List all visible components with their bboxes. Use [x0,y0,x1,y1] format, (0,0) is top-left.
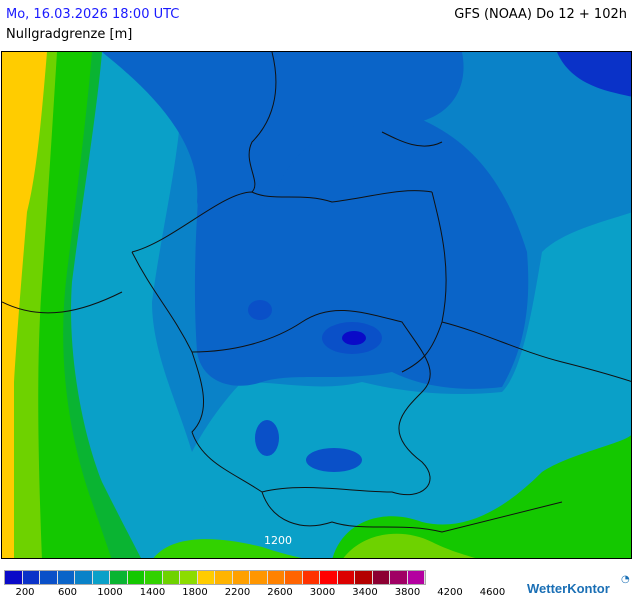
legend-swatch [162,571,180,584]
legend-swatch [110,571,128,584]
legend-swatch [197,571,215,584]
legend-swatch [250,571,268,584]
legend-swatch [407,571,425,584]
model-run: GFS (NOAA) Do 12 + 102h [454,7,627,22]
isoline-label: 1200 [264,534,292,547]
region-400-northeast [557,52,631,97]
region-2200 [2,52,47,558]
legend-label: 3800 [394,587,421,598]
legend-swatch [180,571,198,584]
legend-label: 4200 [437,587,463,598]
legend-swatch [215,571,233,584]
legend-swatch [355,571,373,584]
legend-swatch [40,571,58,584]
legend-label: 1000 [97,587,123,598]
wetterkontor-logo-icon: ◔ [621,574,630,585]
low-center-3 [255,420,279,456]
forecast-datetime: Mo, 16.03.2026 18:00 UTC [6,7,180,22]
legend-label: 2200 [224,587,251,598]
legend-swatch [22,571,40,584]
map-svg: 1200 [2,52,631,558]
country-borders [2,52,631,533]
alps-west-region [153,539,302,558]
legend-swatch [232,571,250,584]
legend-swatch [145,571,163,584]
legend-swatch [302,571,320,584]
legend-swatch [127,571,145,584]
legend-swatch [372,571,390,584]
legend-label: 600 [57,587,78,598]
parameter-title: Nullgradgrenze [m] [6,27,133,42]
legend-label: 1400 [139,587,166,598]
low-center-4 [248,300,272,320]
low-center-core [342,331,366,345]
legend-labels: 200 600 1000 1400 1800 2200 2600 3000 3400 3800 42… [4,587,514,599]
legend-label: 2600 [267,587,293,598]
legend-swatch [75,571,93,584]
legend-swatch [390,571,408,584]
legend-label: 4600 [479,587,506,598]
alps-high-region [343,533,476,558]
color-legend [4,570,426,585]
legend-swatch [5,571,23,584]
legend-label: 3400 [352,587,378,598]
legend-swatch [267,571,285,584]
legend-swatch [92,571,110,584]
legend-label: 1800 [182,587,208,598]
legend-swatch [320,571,338,584]
region-800-north [102,52,464,219]
low-center-2 [306,448,362,472]
wetterkontor-logo: WetterKontor [527,581,610,596]
legend-label: 200 [15,587,35,598]
legend-swatch [57,571,75,584]
legend-label: 3000 [309,587,336,598]
freezing-level-map: 1200 [1,51,632,559]
legend-swatch [337,571,355,584]
legend-swatch [285,571,303,584]
